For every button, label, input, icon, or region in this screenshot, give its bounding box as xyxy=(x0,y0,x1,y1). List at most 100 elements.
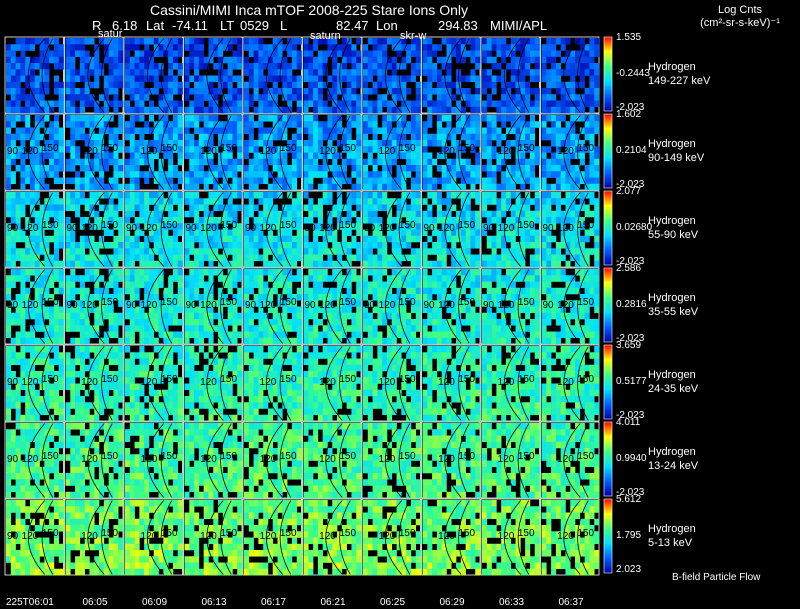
heatmap-cell xyxy=(367,158,373,166)
heatmap-cell xyxy=(253,121,259,128)
heatmap-cell xyxy=(194,210,200,218)
heatmap-cell xyxy=(153,325,159,332)
heatmap-cell xyxy=(25,331,31,339)
heatmap-cell xyxy=(113,152,119,160)
colorbar-units: Log Cnts (cm²-sr-s-keV)⁻¹ xyxy=(690,4,790,30)
heatmap-cell xyxy=(496,158,502,166)
heatmap-cell xyxy=(372,217,378,224)
heatmap-cell xyxy=(505,44,512,51)
heatmap-cell xyxy=(303,63,309,70)
heatmap-cell xyxy=(367,69,373,76)
heatmap-cell xyxy=(139,281,145,289)
heatmap-cell xyxy=(520,294,526,301)
heatmap-cell xyxy=(29,165,36,172)
heatmap-cell xyxy=(332,312,338,320)
heatmap-cell xyxy=(244,331,250,339)
pitch-angle-contour xyxy=(87,269,105,344)
heatmap-cell xyxy=(189,294,195,301)
heatmap-cell xyxy=(337,281,343,289)
heatmap-cell xyxy=(184,192,190,199)
heatmap-cell xyxy=(584,165,590,172)
heatmap-cell xyxy=(465,140,471,147)
heatmap-cell xyxy=(555,204,561,212)
heatmap-cell xyxy=(525,300,531,307)
heatmap-cell xyxy=(570,254,576,262)
heatmap-cell xyxy=(65,63,71,70)
heatmap-cell xyxy=(475,331,481,339)
heatmap-cell xyxy=(232,63,238,70)
heatmap-cell xyxy=(258,75,264,83)
heatmap-cell xyxy=(303,248,309,255)
heatmap-cell xyxy=(237,106,243,114)
heatmap-cell xyxy=(594,254,600,262)
heatmap-cell xyxy=(560,94,566,101)
heatmap-cell xyxy=(198,269,204,276)
pitch-angle-contour xyxy=(87,192,105,267)
heatmap-cell xyxy=(267,100,274,108)
heatmap-cell xyxy=(496,306,502,314)
heatmap-cell xyxy=(436,115,442,122)
heatmap-cell xyxy=(436,217,442,224)
heatmap-cell xyxy=(139,75,145,83)
heatmap-cell xyxy=(396,294,402,301)
heatmap-cell xyxy=(565,319,571,326)
heatmap-cell xyxy=(427,94,433,101)
heatmap-cell xyxy=(501,223,507,230)
heatmap-cell xyxy=(49,281,55,289)
heatmap-cell xyxy=(589,183,595,191)
heatmap-cell xyxy=(58,133,64,141)
heatmap-cell xyxy=(108,254,114,262)
heatmap-cell xyxy=(144,56,150,64)
heatmap-cell xyxy=(337,171,343,178)
heatmap-cell xyxy=(372,158,378,166)
heatmap-cell xyxy=(406,331,412,339)
heatmap-cell xyxy=(546,204,552,212)
heatmap-cell xyxy=(94,192,100,199)
heatmap-cell xyxy=(496,217,502,224)
heatmap-cell xyxy=(148,158,155,166)
heatmap-cell xyxy=(163,106,169,114)
heatmap-cell xyxy=(79,133,85,141)
heatmap-cell xyxy=(555,165,561,172)
heatmap-cell xyxy=(346,152,352,160)
heatmap-cell xyxy=(177,287,183,295)
heatmap-cell xyxy=(263,44,269,51)
heatmap-cell xyxy=(118,146,124,153)
heatmap-cell xyxy=(475,177,481,185)
heatmap-cell xyxy=(396,106,402,114)
heatmap-cell xyxy=(594,306,600,314)
heatmap-cell xyxy=(44,165,50,172)
heatmap-cell xyxy=(148,63,155,70)
heatmap-cell xyxy=(541,115,547,122)
heatmap-cell xyxy=(505,177,512,185)
heatmap-cell xyxy=(313,204,319,212)
heatmap-cell xyxy=(144,50,150,58)
heatmap-cell xyxy=(584,88,590,95)
heatmap-cell xyxy=(451,204,457,212)
heatmap-cell xyxy=(570,306,576,314)
heatmap-cell xyxy=(386,235,393,243)
heatmap-cell xyxy=(227,198,233,205)
heatmap-cell xyxy=(244,287,250,295)
heatmap-cell xyxy=(237,260,243,268)
heatmap-cell xyxy=(129,192,135,199)
heatmap-cell xyxy=(89,198,95,205)
heatmap-cell xyxy=(34,100,40,108)
heatmap-cell xyxy=(267,94,274,101)
heatmap-cell xyxy=(282,235,288,243)
heatmap-cell xyxy=(34,38,40,45)
heatmap-cell xyxy=(406,242,412,249)
panel-3-5: 90 120 150 xyxy=(302,267,362,345)
heatmap-cell xyxy=(29,146,36,153)
heatmap-cell xyxy=(194,217,200,224)
heatmap-cell xyxy=(346,94,352,101)
heatmap-cell xyxy=(555,81,561,89)
heatmap-cell xyxy=(25,171,31,178)
heatmap-cell xyxy=(134,325,140,332)
heatmap-cell xyxy=(546,165,552,172)
heatmap-cell xyxy=(79,75,85,83)
heatmap-cell xyxy=(446,115,452,122)
heatmap-cell xyxy=(501,281,507,289)
heatmap-cell xyxy=(441,337,447,345)
heatmap-cell xyxy=(134,281,140,289)
